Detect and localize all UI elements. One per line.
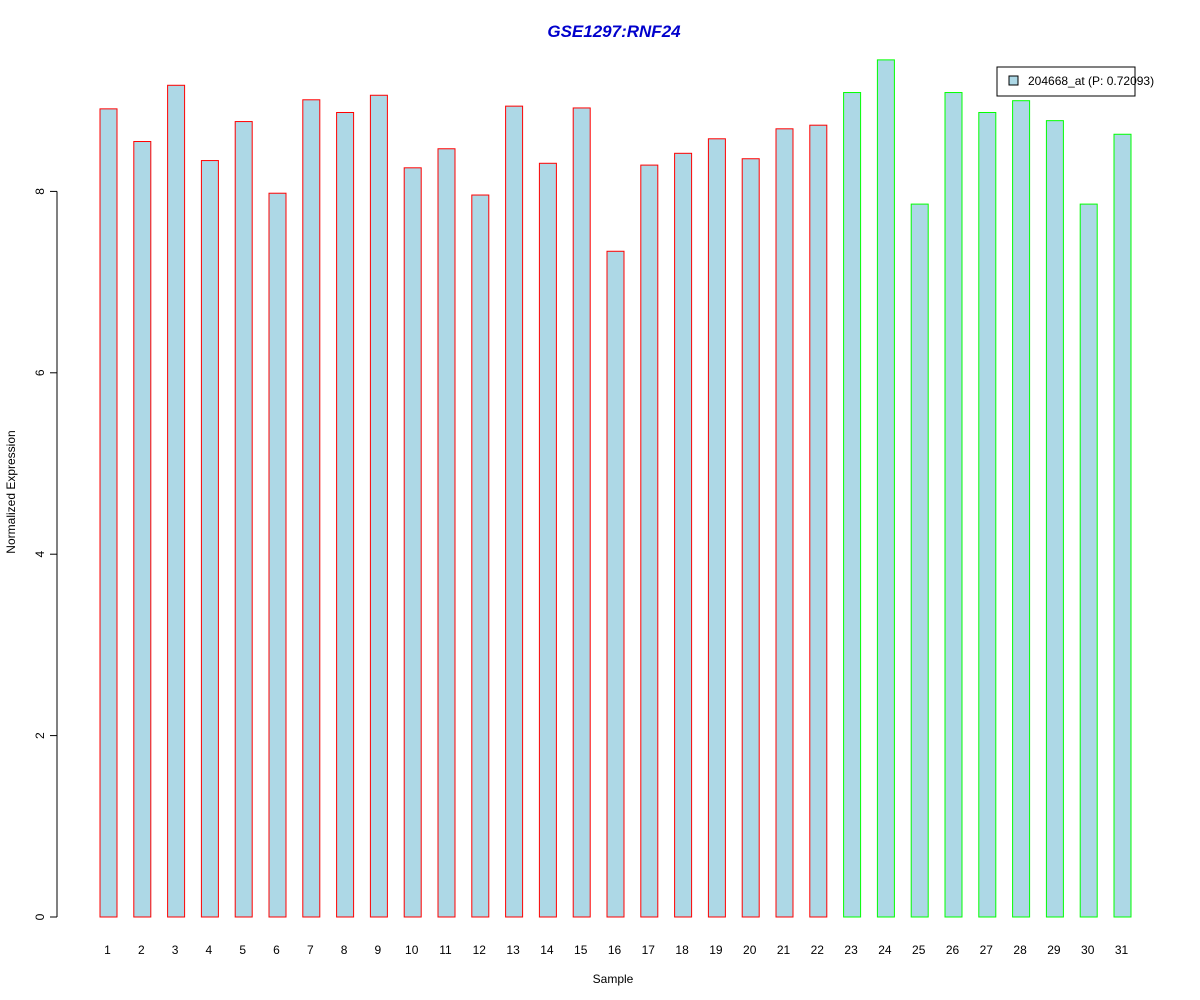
x-tick-label: 30 <box>1081 943 1095 957</box>
y-tick-label: 8 <box>33 188 47 195</box>
x-tick-label: 31 <box>1115 943 1129 957</box>
bar-sample-30 <box>1079 203 1098 918</box>
bar-sample-25 <box>910 203 929 918</box>
y-axis: 0 2 4 6 8 <box>33 188 58 920</box>
legend-label: 204668_at (P: 0.72093) <box>1028 74 1154 88</box>
bar-sample-22 <box>809 124 828 918</box>
x-tick-label: 12 <box>473 943 487 957</box>
x-tick-label: 11 <box>439 943 452 957</box>
x-tick-label: 1 <box>104 943 111 957</box>
x-tick-label: 20 <box>743 943 757 957</box>
x-tick-label: 8 <box>341 943 348 957</box>
bar-sample-29 <box>1045 120 1064 918</box>
bar-sample-26 <box>944 92 963 918</box>
x-tick-label: 19 <box>709 943 723 957</box>
x-tick-label: 4 <box>206 943 213 957</box>
x-tick-label: 26 <box>946 943 960 957</box>
bar-sample-19 <box>707 138 726 918</box>
bar-sample-3 <box>167 84 186 918</box>
bar-sample-23 <box>843 92 862 918</box>
x-tick-label: 7 <box>307 943 314 957</box>
y-tick-label: 4 <box>33 551 47 558</box>
bar-sample-21 <box>775 128 794 918</box>
bar-sample-31 <box>1113 133 1132 918</box>
bar-sample-11 <box>437 148 456 918</box>
bar-sample-4 <box>200 160 219 918</box>
x-tick-label: 18 <box>675 943 689 957</box>
bar-sample-17 <box>640 164 659 918</box>
bar-sample-8 <box>336 111 355 918</box>
x-tick-label: 15 <box>574 943 588 957</box>
x-tick-label: 14 <box>540 943 554 957</box>
bar-sample-1 <box>99 108 118 918</box>
chart-title: GSE1297:RNF24 <box>547 22 681 41</box>
y-axis-label: Normalized Expression <box>4 430 18 553</box>
x-tick-label: 29 <box>1047 943 1061 957</box>
x-tick-label: 24 <box>878 943 892 957</box>
bar-sample-24 <box>876 59 895 918</box>
bar-sample-27 <box>978 111 997 918</box>
x-tick-label: 21 <box>777 943 791 957</box>
y-tick-label: 2 <box>33 732 47 739</box>
x-tick-label: 28 <box>1013 943 1027 957</box>
x-tick-label: 13 <box>506 943 520 957</box>
legend: 204668_at (P: 0.72093) <box>996 66 1154 97</box>
bar-sample-13 <box>505 105 524 918</box>
bar-sample-18 <box>674 152 693 918</box>
legend-swatch <box>1008 75 1019 86</box>
x-tick-label: 10 <box>405 943 419 957</box>
x-tick-label: 9 <box>375 943 382 957</box>
bar-sample-15 <box>572 107 591 918</box>
x-tick-label: 2 <box>138 943 145 957</box>
x-axis-tick-labels: 1 2 3 4 5 6 7 8 9 10 11 12 13 14 15 16 17 18 19 20 21 22 23 24 2… <box>104 943 1128 957</box>
bar-sample-10 <box>403 167 422 918</box>
bar-sample-28 <box>1012 100 1031 918</box>
x-tick-label: 5 <box>239 943 246 957</box>
bar-sample-20 <box>741 158 760 918</box>
x-tick-label: 22 <box>811 943 825 957</box>
bar-sample-7 <box>302 99 321 918</box>
bar-sample-2 <box>133 141 152 918</box>
legend-box <box>996 66 1136 97</box>
bar-sample-6 <box>268 192 287 918</box>
bar-sample-16 <box>606 250 625 918</box>
x-tick-label: 3 <box>172 943 179 957</box>
bar-sample-12 <box>471 194 490 918</box>
x-tick-label: 6 <box>273 943 280 957</box>
x-tick-label: 17 <box>642 943 656 957</box>
x-axis-label: Sample <box>593 972 634 986</box>
x-tick-label: 25 <box>912 943 926 957</box>
x-tick-label: 16 <box>608 943 622 957</box>
bars <box>99 59 1132 918</box>
x-tick-label: 23 <box>844 943 858 957</box>
y-tick-label: 0 <box>33 913 47 920</box>
bar-sample-14 <box>538 162 557 918</box>
x-tick-label: 27 <box>980 943 994 957</box>
bar-sample-5 <box>234 121 253 918</box>
bar-sample-9 <box>369 94 388 918</box>
y-tick-label: 6 <box>33 369 47 376</box>
